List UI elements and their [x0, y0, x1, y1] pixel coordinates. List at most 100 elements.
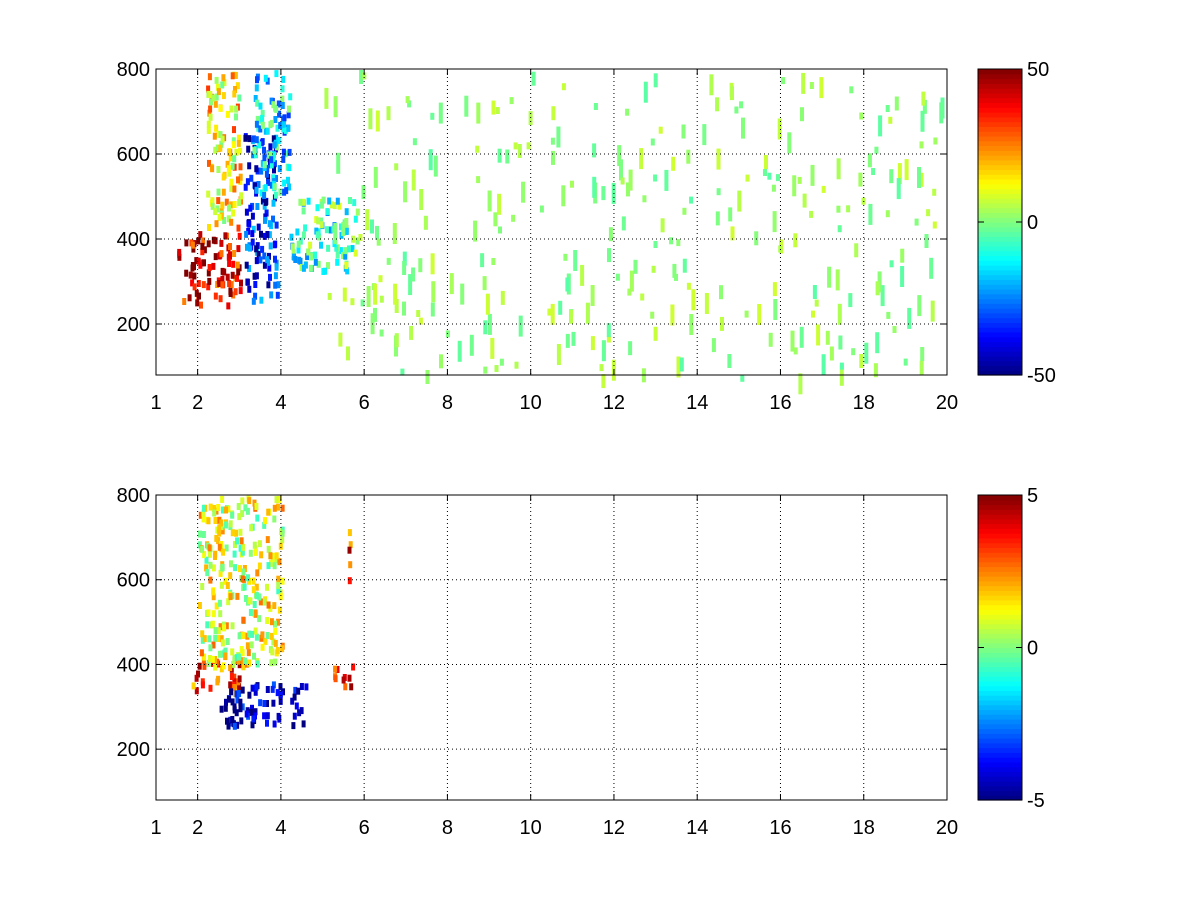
- heatmap-cell: [924, 234, 929, 248]
- heatmap-cell: [858, 172, 863, 187]
- colorbar-step: [978, 116, 1022, 123]
- heatmap-cell: [296, 687, 301, 695]
- colorbar-step: [978, 346, 1022, 352]
- heatmap-cell: [208, 503, 213, 511]
- heatmap-cell: [202, 635, 207, 643]
- colorbar-step: [978, 274, 1022, 280]
- heatmap-cell: [275, 291, 280, 299]
- heatmap-cell: [227, 260, 232, 267]
- heatmap-cell: [282, 188, 287, 196]
- heatmap-cell: [772, 211, 777, 233]
- heatmap-cell: [349, 683, 354, 691]
- colorbar-step: [978, 523, 1022, 529]
- heatmap-cell: [234, 690, 239, 698]
- heatmap-cell: [682, 207, 687, 215]
- heatmap-cell: [202, 246, 207, 254]
- heatmap-cell: [277, 715, 282, 723]
- heatmap-cell: [343, 252, 348, 260]
- heatmap-cell: [517, 144, 522, 158]
- heatmap-cell: [278, 121, 283, 129]
- heatmap-cell: [228, 664, 233, 672]
- heatmap-cell: [348, 561, 353, 569]
- heatmap-cell: [241, 663, 246, 671]
- colorbar-step: [978, 174, 1022, 180]
- heatmap-cell: [246, 574, 250, 582]
- heatmap-cell: [200, 248, 205, 256]
- heatmap-cell: [247, 659, 252, 667]
- colorbar-step: [978, 647, 1022, 653]
- heatmap-cell: [494, 365, 499, 372]
- grid-lines: [156, 495, 947, 800]
- heatmap-cell: [206, 120, 211, 128]
- heatmap-cell: [324, 226, 329, 234]
- axes-box: [155, 494, 948, 801]
- heatmap-cell: [304, 683, 309, 691]
- heatmap-cell: [386, 106, 391, 121]
- heatmap-cell: [238, 698, 243, 706]
- heatmap-cell: [333, 96, 338, 118]
- heatmap-cell: [206, 190, 211, 198]
- heatmap-cell: [491, 100, 496, 115]
- heatmap-cell: [237, 632, 242, 640]
- heatmap-cell: [265, 256, 270, 264]
- colorbar-step: [978, 317, 1022, 324]
- heatmap-cell: [228, 290, 233, 297]
- colorbar-step: [978, 761, 1022, 768]
- heatmap-cell: [244, 710, 249, 718]
- heatmap-cell: [202, 551, 207, 559]
- heatmap-cell: [252, 601, 257, 608]
- heatmap-cell: [246, 227, 251, 235]
- heatmap-cell: [720, 316, 724, 331]
- heatmap-cell: [277, 495, 282, 503]
- colorbar-tick-label: -50: [1027, 365, 1056, 387]
- colorbar-step: [978, 676, 1022, 682]
- heatmap-cell: [487, 190, 492, 212]
- heatmap-cell: [518, 315, 523, 337]
- colorbar-step: [978, 752, 1022, 758]
- heatmap-cell: [280, 504, 285, 512]
- heatmap-cell: [802, 193, 807, 208]
- y-tick-label: 800: [117, 485, 150, 507]
- heatmap-cell: [727, 354, 732, 368]
- heatmap-cell: [327, 292, 332, 300]
- y-tick-label: 200: [117, 314, 150, 336]
- colorbar-step: [978, 590, 1022, 596]
- colorbar-step: [978, 131, 1022, 137]
- heatmap-cell: [275, 647, 280, 654]
- heatmap-cell: [341, 676, 346, 684]
- heatmap-cell: [628, 341, 633, 356]
- heatmap-cell: [223, 652, 228, 660]
- heatmap-cell: [487, 313, 492, 335]
- heatmap-cell: [225, 582, 230, 589]
- heatmap-cell: [190, 241, 195, 249]
- colorbar-step: [978, 623, 1022, 630]
- heatmap-cell: [190, 264, 195, 272]
- heatmap-cell: [565, 333, 570, 348]
- heatmap-cell: [258, 102, 263, 110]
- heatmap-cell: [260, 138, 265, 146]
- heatmap-cell: [907, 307, 912, 329]
- heatmap-cell: [218, 610, 223, 618]
- colorbar-step: [978, 212, 1022, 218]
- heatmap-cell: [837, 225, 842, 233]
- heatmap-cell: [744, 310, 749, 318]
- heatmap-cell: [238, 544, 243, 552]
- heatmap-cell: [240, 510, 245, 518]
- heatmap-cell: [930, 300, 935, 322]
- heatmap-cell: [341, 222, 346, 236]
- colorbar-step: [978, 576, 1022, 582]
- heatmap-cell: [225, 717, 229, 725]
- heatmap-cell: [651, 265, 656, 273]
- heatmap-cell: [290, 697, 295, 705]
- colorbar-step: [978, 661, 1022, 668]
- heatmap-cell: [239, 717, 244, 725]
- heatmap-cell: [207, 264, 212, 271]
- heatmap-cell: [230, 716, 235, 723]
- heatmap-cell: [339, 223, 343, 231]
- bottom-colorbar: -5 0 5: [977, 485, 1045, 812]
- heatmap-cell: [254, 245, 259, 253]
- heatmap-cell: [405, 96, 410, 104]
- heatmap-cell: [269, 659, 274, 667]
- heatmap-cell: [274, 70, 279, 78]
- heatmap-cell: [227, 148, 231, 156]
